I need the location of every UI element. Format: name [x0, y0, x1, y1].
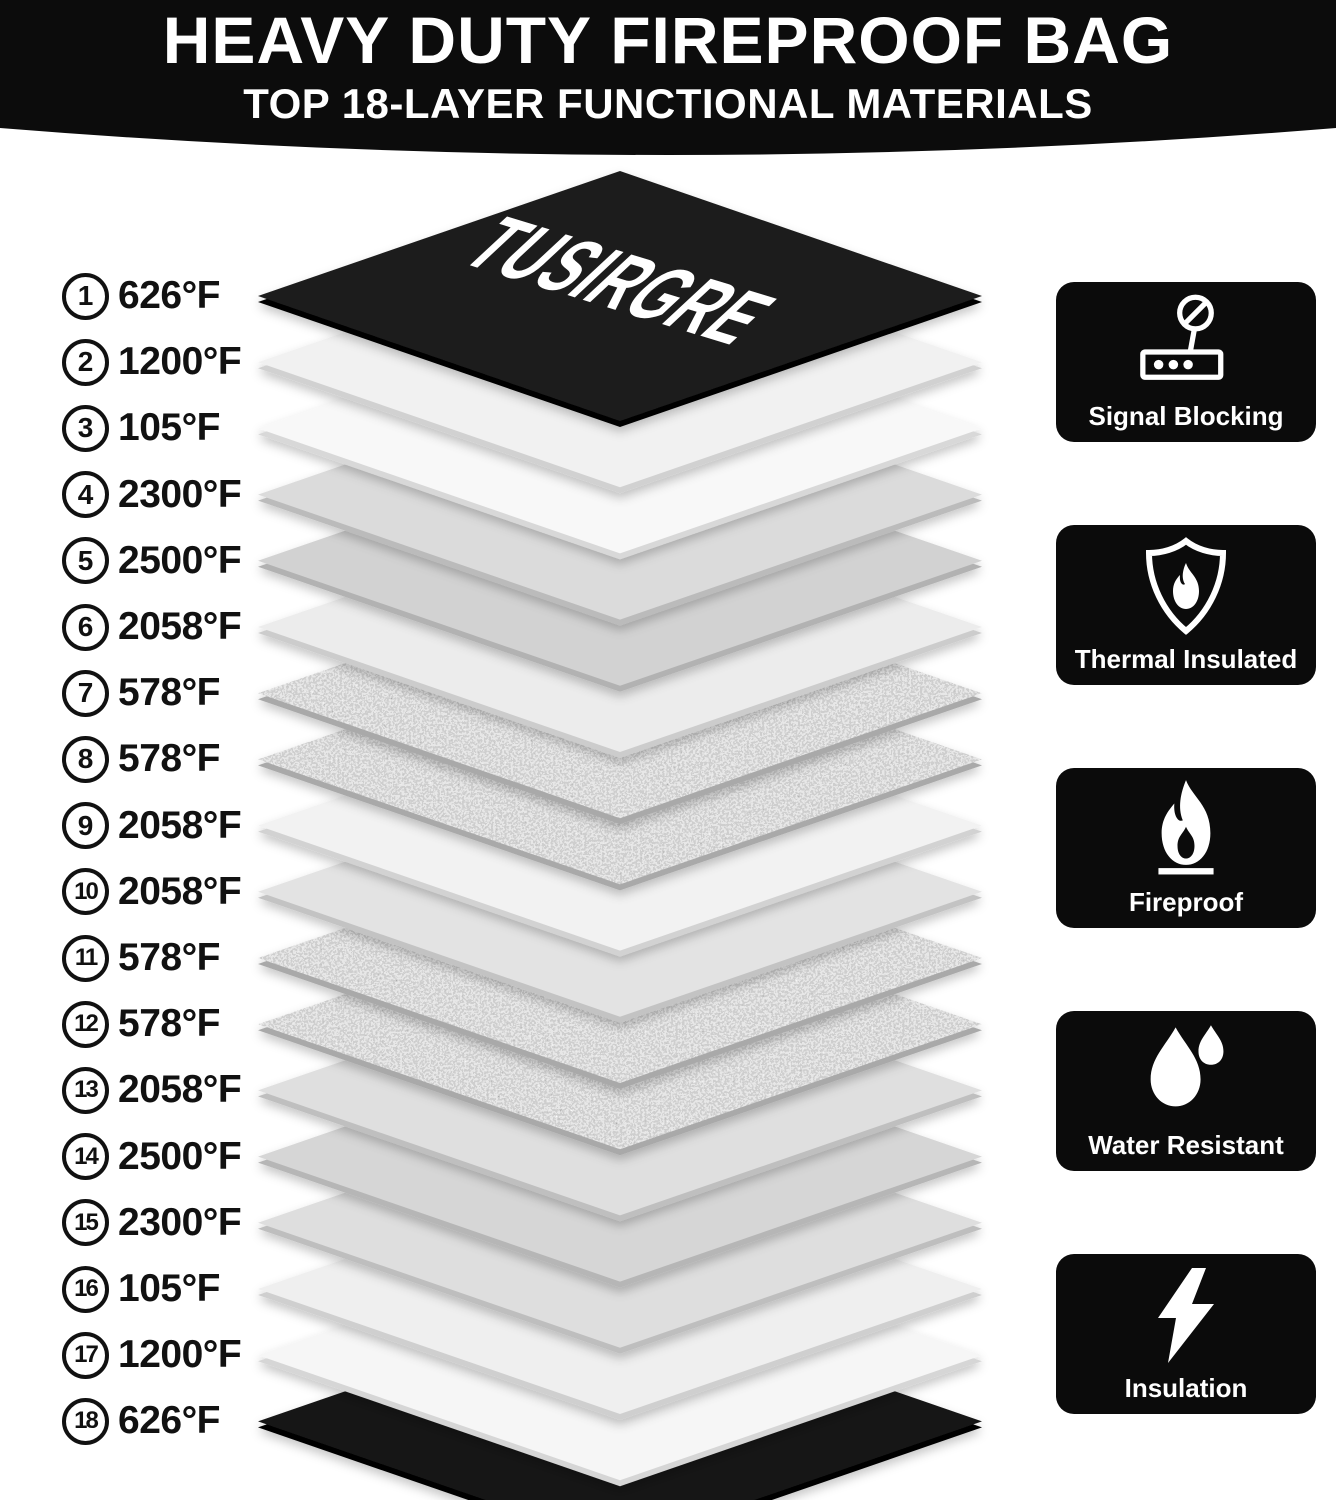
layer-label-row: 16 105°F [62, 1256, 221, 1322]
layer-number-badge: 8 [62, 735, 109, 783]
layer-number-badge: 18 [62, 1397, 109, 1445]
layer-label-row: 9 2058°F [62, 793, 242, 859]
layer-number-badge: 15 [62, 1199, 109, 1247]
layer-temp-label: 626°F [118, 274, 221, 317]
layer-temp-label: 2300°F [118, 1200, 242, 1244]
layer-number-badge: 17 [62, 1331, 109, 1379]
layer-label-row: 1 626°F [62, 263, 221, 329]
layer-number-badge: 16 [62, 1265, 109, 1313]
layer-label-row: 2 1200°F [62, 329, 242, 395]
layer-label-row: 7 578°F [62, 660, 221, 726]
header-banner: HEAVY DUTY FIREPROOF BAG TOP 18-LAYER FU… [0, 0, 1336, 190]
layer-number-badge: 10 [62, 868, 109, 916]
layer-number-badge: 6 [62, 603, 109, 651]
layer-temp-label: 105°F [118, 406, 221, 450]
layer-sheet-1: TUSIRGRE [258, 171, 982, 427]
layer-number-badge: 14 [62, 1133, 109, 1181]
layer-label-row: 6 2058°F [62, 594, 242, 660]
layer-number-badge: 13 [62, 1066, 109, 1114]
layer-temp-label: 578°F [118, 1002, 221, 1046]
layer-temp-label: 2058°F [118, 803, 242, 847]
feature-badge-insulation: Insulation [1056, 1254, 1316, 1414]
layer-label-row: 10 2058°F [62, 859, 242, 925]
lightning-bolt-icon [1158, 1268, 1214, 1363]
layer-temp-label: 2058°F [118, 605, 242, 648]
layer-temp-label: 2500°F [118, 538, 242, 582]
flame-icon [1158, 780, 1214, 875]
feature-label: Thermal Insulated [1074, 644, 1298, 674]
page-subtitle: TOP 18-LAYER FUNCTIONAL MATERIALS [243, 80, 1093, 127]
page-title: HEAVY DUTY FIREPROOF BAG [162, 3, 1174, 77]
feature-badge-signal-blocking: Signal Blocking [1056, 282, 1316, 442]
layer-number-badge: 3 [62, 404, 109, 452]
feature-label: Insulation [1124, 1373, 1248, 1403]
layer-temp-label: 578°F [118, 936, 221, 979]
layer-number-badge: 12 [62, 1000, 109, 1048]
layer-temp-label: 2500°F [118, 1134, 242, 1178]
feature-label: Water Resistant [1088, 1130, 1284, 1160]
no-signal-router-icon [1140, 294, 1224, 380]
feature-badge-fireproof: Fireproof [1056, 768, 1316, 928]
layer-temp-label: 578°F [118, 671, 221, 715]
layer-label-row: 8 578°F [62, 726, 221, 792]
layer-label-row: 15 2300°F [62, 1190, 242, 1256]
layer-label-row: 4 2300°F [62, 462, 242, 528]
layer-temp-label: 2058°F [118, 1068, 242, 1112]
layer-temp-label: 2058°F [118, 869, 242, 913]
layer-number-badge: 7 [62, 669, 109, 717]
layer-temp-label: 1200°F [118, 1333, 242, 1377]
layer-label-row: 13 2058°F [62, 1057, 242, 1123]
feature-badge-thermal-insulated: Thermal Insulated [1056, 525, 1316, 685]
water-drops-icon [1150, 1025, 1224, 1107]
layer-label-row: 5 2500°F [62, 528, 242, 594]
layer-number-badge: 5 [62, 537, 109, 585]
feature-label: Signal Blocking [1088, 401, 1284, 431]
layer-temp-label: 626°F [118, 1399, 221, 1443]
layer-number-badge: 9 [62, 802, 109, 850]
header-curved-background [0, 0, 1336, 155]
layer-temp-label: 2300°F [118, 472, 242, 516]
layer-number-badge: 4 [62, 471, 109, 519]
layer-number-badge: 11 [62, 934, 109, 982]
layer-label-row: 18 626°F [62, 1388, 221, 1454]
layer-label-row: 17 1200°F [62, 1322, 242, 1388]
layer-label-row: 14 2500°F [62, 1124, 242, 1190]
layer-number-badge: 1 [62, 272, 109, 320]
layer-temp-label: 578°F [118, 737, 221, 781]
layer-label-row: 11 578°F [62, 925, 221, 991]
layer-number-badge: 2 [62, 338, 109, 386]
feature-badge-water-resistant: Water Resistant [1056, 1011, 1316, 1171]
layer-temp-label: 1200°F [118, 340, 242, 384]
feature-label: Fireproof [1128, 887, 1244, 917]
layer-temp-label: 105°F [118, 1267, 221, 1310]
layer-label-row: 3 105°F [62, 395, 221, 461]
layer-label-row: 12 578°F [62, 991, 221, 1057]
shield-flame-icon [1145, 537, 1227, 635]
